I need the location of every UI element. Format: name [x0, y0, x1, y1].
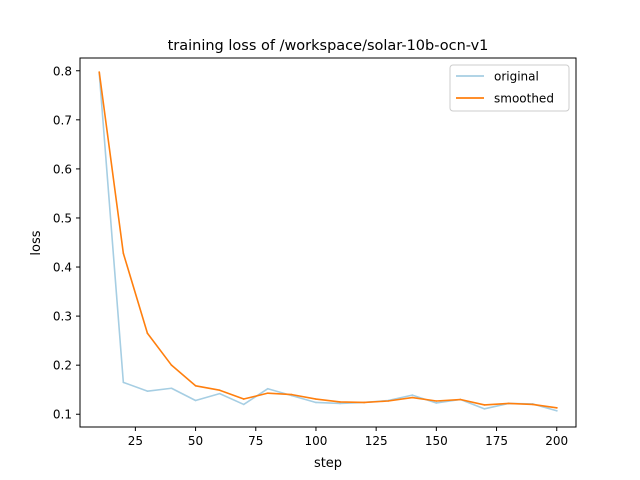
y-tick-label: 0.2 [53, 359, 72, 373]
data-point-smoothed [363, 401, 365, 404]
y-tick-label: 0.8 [53, 64, 72, 78]
y-axis-label: loss [29, 230, 44, 255]
x-axis-label: step [314, 456, 342, 471]
plot-frame [79, 57, 577, 428]
data-point-smoothed [291, 393, 293, 396]
data-point-smoothed [242, 398, 245, 400]
data-point-original [435, 402, 438, 404]
x-tick-label: 100 [305, 434, 328, 448]
series-lines [98, 71, 558, 412]
data-point-original [218, 392, 221, 395]
x-tick-label: 200 [545, 434, 568, 448]
y-tick-label: 0.6 [53, 162, 72, 176]
x-tick-label: 175 [485, 434, 508, 448]
data-point-smoothed [531, 403, 534, 406]
data-point-original [315, 401, 317, 404]
data-point-smoothed [555, 407, 558, 409]
data-point-original [267, 387, 269, 390]
x-tick-label: 125 [365, 434, 388, 448]
data-point-original [339, 402, 341, 405]
data-point-original [555, 410, 558, 412]
data-point-smoothed [507, 402, 510, 405]
data-point-original [122, 381, 125, 384]
y-tick-label: 0.1 [53, 408, 72, 422]
data-point-smoothed [170, 364, 173, 366]
y-tick-label: 0.4 [53, 261, 72, 275]
legend: original smoothed [449, 64, 570, 112]
chart-title: training loss of /workspace/solar-10b-oc… [168, 38, 489, 54]
series-line-original [98, 72, 558, 412]
data-point-smoothed [483, 404, 486, 406]
data-point-original [194, 399, 197, 402]
y-tick-label: 0.3 [53, 310, 72, 324]
data-point-smoothed [315, 398, 317, 400]
plot-area: 25 50 75 100 125 150 175 200 0.1 0.2 0.3 0.4 0.5 0.6… [53, 57, 577, 448]
x-tick-label: 25 [128, 434, 143, 448]
x-axis-ticks: 25 50 75 100 125 150 175 200 [128, 427, 568, 448]
y-axis-ticks: 0.1 0.2 0.3 0.4 0.5 0.6 0.7 0.8 [53, 64, 80, 422]
data-point-original [411, 394, 414, 396]
data-point-smoothed [98, 71, 101, 74]
data-point-smoothed [459, 398, 462, 401]
data-point-smoothed [218, 389, 221, 392]
y-tick-label: 0.7 [53, 113, 72, 127]
data-point-smoothed [411, 396, 414, 399]
x-tick-label: 50 [188, 434, 203, 448]
series-line-smoothed [98, 71, 558, 409]
data-point-original [146, 390, 149, 392]
data-point-smoothed [387, 400, 389, 402]
x-tick-label: 75 [248, 434, 263, 448]
data-point-smoothed [435, 400, 438, 402]
data-point-smoothed [146, 332, 149, 335]
x-tick-label: 150 [425, 434, 448, 448]
data-point-smoothed [122, 252, 125, 255]
data-point-smoothed [267, 392, 269, 394]
data-point-original [242, 403, 245, 406]
data-point-smoothed [194, 384, 197, 387]
legend-label-smoothed: smoothed [494, 92, 554, 106]
data-point-smoothed [339, 401, 341, 403]
y-tick-label: 0.5 [53, 211, 72, 225]
data-point-original [170, 387, 173, 390]
data-point-original [483, 408, 486, 410]
legend-label-original: original [494, 70, 539, 84]
